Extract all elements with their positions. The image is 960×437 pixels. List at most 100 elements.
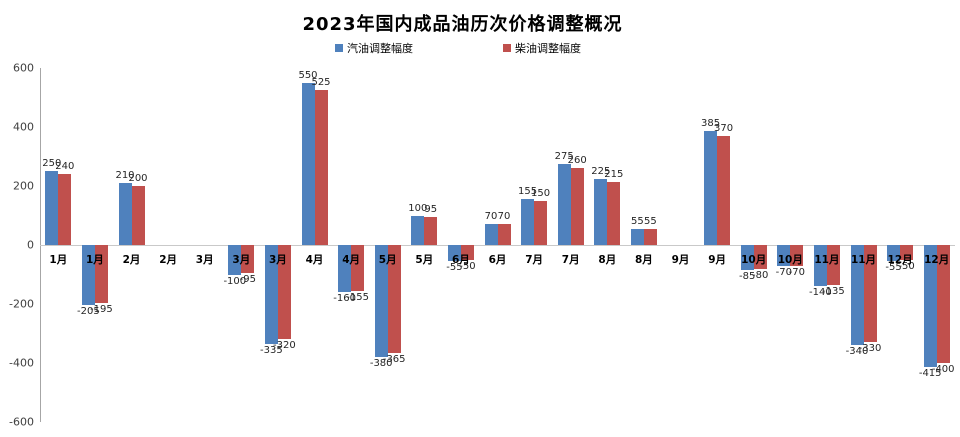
bar-diesel [277, 245, 291, 340]
bar-gasoline [887, 245, 901, 262]
value-label-gasoline: -70 [775, 266, 792, 278]
value-label-diesel: -330 [858, 343, 882, 355]
value-label-diesel: -50 [459, 260, 476, 272]
value-label-diesel: -155 [346, 291, 369, 303]
bar-gasoline [521, 199, 535, 245]
category-label: 4月 [305, 254, 324, 266]
category-label: 8月 [634, 254, 653, 266]
bar-diesel [387, 245, 401, 353]
bar-gasoline [777, 245, 791, 266]
value-label-gasoline: -205 [77, 306, 100, 318]
category-label: 11月 [850, 254, 877, 266]
value-label-gasoline: 210 [115, 170, 135, 182]
y-axis-tick-label: -400 [9, 356, 34, 370]
chart-title: 2023年国内成品油历次价格调整概况 [302, 14, 623, 35]
category-label: 5月 [378, 254, 397, 266]
bar-diesel [534, 200, 548, 245]
bar-gasoline [374, 245, 388, 358]
y-axis-tick-label: 200 [13, 179, 34, 193]
y-axis-tick-label: 400 [13, 120, 34, 134]
category-label: 10月 [777, 254, 803, 266]
y-axis-tick-label: -600 [9, 415, 34, 429]
value-label-diesel: -400 [931, 364, 955, 375]
category-label: 9月 [708, 254, 726, 266]
y-axis-tick-label: 600 [13, 61, 34, 75]
bar-diesel [351, 245, 365, 291]
category-label: 8月 [598, 254, 617, 266]
bar-diesel [460, 245, 474, 260]
value-label-gasoline: -380 [369, 358, 393, 370]
bar-gasoline [813, 245, 827, 287]
category-label: 3月 [232, 254, 251, 266]
bar-gasoline [850, 245, 864, 346]
value-label-gasoline: 55 [631, 215, 644, 227]
bar-gasoline [740, 245, 754, 271]
category-label: 12月 [924, 254, 950, 266]
value-label-diesel: 240 [55, 161, 75, 173]
chart-legend: 汽油调整幅度 柴油调整幅度 [0, 40, 960, 56]
value-label-diesel: -50 [898, 260, 915, 272]
value-label-diesel: -70 [788, 266, 805, 278]
gasoline-series-swatch [335, 44, 343, 52]
bar-gasoline [45, 171, 59, 245]
legend-item-gasoline: 汽油调整幅度 [335, 40, 413, 56]
y-axis-tick-label: 0 [27, 238, 34, 252]
value-label-diesel: 525 [311, 77, 331, 89]
value-label-diesel: 260 [567, 155, 587, 167]
category-label: 1月 [49, 254, 68, 266]
category-label: 6月 [488, 254, 507, 266]
value-label-gasoline: 550 [298, 69, 318, 81]
bar-gasoline [557, 163, 571, 245]
bar-diesel [753, 245, 767, 269]
bar-diesel [241, 245, 255, 274]
category-label: 2月 [159, 254, 177, 266]
value-label-diesel: -80 [752, 269, 769, 281]
y-axis-tick-label: -200 [9, 297, 34, 311]
value-label-diesel: 200 [128, 173, 148, 184]
bar-gasoline [118, 183, 132, 245]
bar-diesel [424, 216, 438, 245]
bar-gasoline [923, 245, 937, 368]
category-label: 11月 [814, 254, 840, 266]
category-label: 5月 [415, 254, 434, 266]
bar-diesel [94, 245, 108, 303]
diesel-series-swatch [503, 44, 511, 52]
bar-gasoline [228, 245, 242, 275]
category-label: 9月 [671, 254, 690, 266]
value-label-diesel: -320 [273, 340, 296, 352]
legend-label-diesel: 柴油调整幅度 [515, 42, 581, 55]
category-label: 4月 [342, 254, 360, 266]
bar-diesel [643, 228, 657, 245]
value-label-gasoline: 100 [408, 202, 428, 214]
value-label-diesel: 95 [424, 203, 438, 215]
bar-diesel [790, 245, 804, 266]
value-label-diesel: -135 [822, 285, 845, 297]
bar-gasoline [447, 245, 461, 262]
category-label: 7月 [561, 254, 580, 266]
value-label-gasoline: -340 [845, 346, 869, 358]
bar-diesel [58, 174, 72, 245]
bar-gasoline [484, 224, 498, 245]
bar-diesel [826, 245, 840, 285]
value-label-diesel: 370 [714, 122, 734, 134]
category-label: 10月 [741, 254, 767, 266]
bar-diesel [900, 245, 914, 260]
category-label: 2月 [122, 254, 141, 266]
bar-gasoline [338, 245, 352, 293]
bar-diesel [607, 181, 621, 245]
legend-label-gasoline: 汽油调整幅度 [347, 42, 413, 55]
value-label-gasoline: -55 [885, 262, 902, 274]
value-label-gasoline: -85 [739, 271, 756, 283]
value-label-diesel: 150 [531, 187, 551, 199]
value-label-gasoline: -335 [260, 344, 283, 356]
bar-gasoline [704, 131, 718, 245]
bar-gasoline [594, 178, 608, 245]
bar-gasoline [411, 215, 425, 245]
bar-gasoline [630, 228, 644, 245]
value-label-diesel: -95 [239, 274, 256, 286]
bar-diesel [131, 186, 145, 245]
category-label: 3月 [268, 254, 287, 266]
value-label-diesel: 55 [644, 215, 657, 227]
